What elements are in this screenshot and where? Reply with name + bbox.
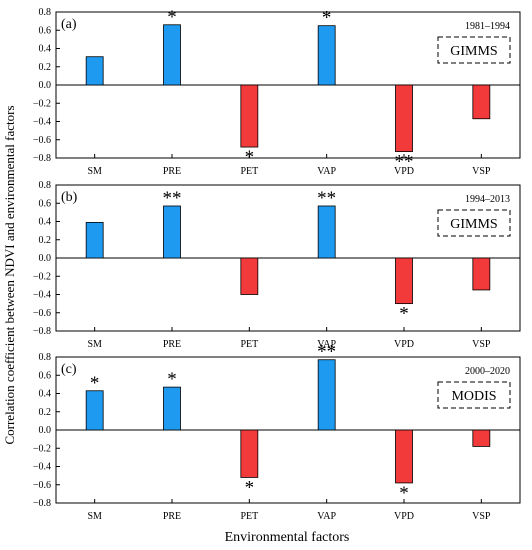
panel-3-y-tick-label: 0.4 xyxy=(39,389,52,400)
panel-2-y-tick-label: −0.2 xyxy=(33,271,51,282)
panel-1-y-tick-label: 0.6 xyxy=(39,25,52,36)
panel-2-category-label: VAP xyxy=(317,339,336,350)
panel-1-significance-marker: * xyxy=(245,147,255,168)
panel-3-dataset-box xyxy=(437,381,511,409)
panel-1-bar-sm xyxy=(85,56,104,86)
panel-2-period: 1994–2013 xyxy=(465,194,510,205)
panel-3-significance-marker: * xyxy=(245,477,255,498)
panel-3-bar-pre xyxy=(163,386,181,431)
panel-3-y-tick-label: −0.2 xyxy=(33,443,51,454)
panel-3-y-tick-label: 0.8 xyxy=(39,352,52,363)
panel-1-category-label: PRE xyxy=(163,166,181,177)
panel-1-y-tick-label: 0.8 xyxy=(39,7,52,18)
panel-1-significance-marker: ** xyxy=(395,152,414,173)
panel-2-y-tick-label: 0.2 xyxy=(39,235,52,246)
panel-3-bar-vap xyxy=(317,359,336,431)
panel-3: 0.8 0.6 0.4 0.2 0.0 −0.2 −0.4 −0.6 −0.8 SM * PRE * PE… xyxy=(33,342,521,522)
panel-2-significance-marker: * xyxy=(399,304,409,325)
panel-2-significance-marker: ** xyxy=(317,188,336,209)
panel-3-significance-marker: * xyxy=(399,483,409,504)
panel-2-y-tick-label: 0.4 xyxy=(39,217,52,228)
panel-2-category-label: VPD xyxy=(394,339,414,350)
panel-2-y-tick-label: 0.6 xyxy=(39,198,52,209)
panel-1-bar-vsp xyxy=(472,84,491,120)
panel-2-bar-pre xyxy=(163,205,181,259)
panel-2-category-label: VSP xyxy=(472,339,491,350)
panel-1-dataset-box xyxy=(437,36,511,64)
panel-2-y-tick-label: −0.8 xyxy=(33,326,51,337)
panel-3-y-tick-label: 0.6 xyxy=(39,370,52,381)
panel-2-bar-pet xyxy=(240,257,259,295)
panel-2-category-label: PET xyxy=(240,339,258,350)
panel-3-bar-sm xyxy=(85,390,104,431)
panel-2-y-tick-label: −0.4 xyxy=(33,290,51,301)
panel-3-category-label: VSP xyxy=(472,511,491,522)
panel-3-significance-marker: * xyxy=(167,369,177,390)
panel-1-significance-marker: * xyxy=(322,8,332,29)
panel-3-significance-marker: * xyxy=(90,373,100,394)
panel-2-y-tick-label: 0.8 xyxy=(39,180,52,191)
x-axis-title: Environmental factors xyxy=(225,530,350,545)
panel-2-bar-sm xyxy=(85,222,104,259)
panel-1-y-tick-label: −0.8 xyxy=(33,153,51,164)
panel-3-label: (c) xyxy=(61,362,77,377)
panel-3-bar-vsp xyxy=(472,429,491,447)
panel-1-y-tick-label: −0.2 xyxy=(33,98,51,109)
panel-1: 0.80.60.40.20.0−0.2−0.4−0.6−0.8SM PRE*PET… xyxy=(33,7,521,177)
panel-2-label: (b) xyxy=(61,190,78,205)
panel-1-dataset: GIMMS xyxy=(450,44,497,59)
panel-3-bar-vpd xyxy=(395,429,413,484)
panel-3-y-tick-label: −0.4 xyxy=(33,462,51,473)
panel-1-bar-pet xyxy=(240,84,259,148)
panel-1-y-tick-label: 0.0 xyxy=(39,80,52,91)
panel-1-period: 1981–1994 xyxy=(465,21,510,32)
panel-1-y-tick-label: 0.4 xyxy=(39,44,52,55)
panel-3-category-label: PRE xyxy=(163,511,181,522)
panel-2-dataset-box xyxy=(437,209,511,237)
panel-3-category-label: VPD xyxy=(394,511,414,522)
panel-3-bar-pet xyxy=(240,429,259,478)
panel-3-category-label: SM xyxy=(87,511,102,522)
panel-1-y-tick-label: −0.4 xyxy=(33,117,51,128)
panel-2: 0.8 0.6 0.4 0.2 0.0 −0.2 −0.4 −0.6 −0.8 SM PRE ** PE… xyxy=(33,180,521,350)
panel-1-bar-vap xyxy=(317,25,336,86)
panel-2-y-tick-label: −0.6 xyxy=(33,308,51,319)
panel-2-dataset: GIMMS xyxy=(450,217,497,232)
panel-2-significance-marker: ** xyxy=(163,188,182,209)
panel-1-bar-pre xyxy=(163,24,181,86)
panel-1-bar-vpd xyxy=(395,84,413,153)
panel-3-y-tick-label: −0.8 xyxy=(33,498,51,509)
panel-3-dataset: MODIS xyxy=(451,389,496,404)
panel-1-category-label: SM xyxy=(87,166,102,177)
panel-1-y-tick-label: −0.6 xyxy=(33,135,51,146)
panel-2-y-tick-label: 0.0 xyxy=(39,253,52,264)
panel-3-y-tick-label: 0.0 xyxy=(39,425,52,436)
panel-1-significance-marker: * xyxy=(167,7,177,28)
panel-1-category-label: PET xyxy=(240,166,258,177)
panel-1-y-tick-label: 0.2 xyxy=(39,62,52,73)
panel-3-period: 2000–2020 xyxy=(465,366,510,377)
panel-2-category-label: SM xyxy=(87,339,102,350)
panel-2-category-label: PRE xyxy=(163,339,181,350)
panel-1-category-label: VAP xyxy=(317,166,336,177)
panel-3-significance-marker: ** xyxy=(317,342,336,363)
panel-1-label: (a) xyxy=(61,17,77,32)
y-axis-title: Correlation coefficient between NDVI and… xyxy=(2,105,17,444)
panel-3-y-tick-label: 0.2 xyxy=(39,407,52,418)
panel-3-category-label: VAP xyxy=(317,511,336,522)
panel-3-category-label: PET xyxy=(240,511,258,522)
panel-2-bar-vpd xyxy=(395,257,413,305)
panel-3-y-tick-label: −0.6 xyxy=(33,480,51,491)
chart-panels: 0.80.60.40.20.0−0.2−0.4−0.6−0.8SM PRE*PET… xyxy=(33,7,521,522)
panel-1-category-label: VSP xyxy=(472,166,491,177)
panel-2-bar-vap xyxy=(317,205,336,259)
panel-1-category-label: VPD xyxy=(394,166,414,177)
panel-2-bar-vsp xyxy=(472,257,491,291)
